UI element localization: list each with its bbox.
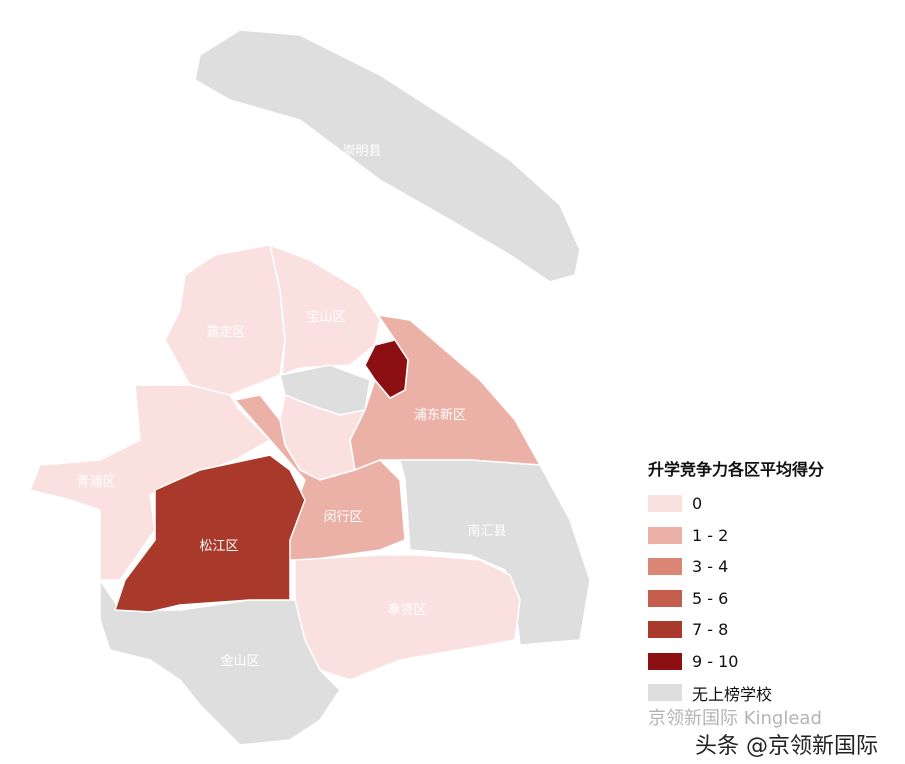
legend-swatch bbox=[648, 526, 682, 544]
legend-item: 9 - 10 bbox=[648, 646, 824, 678]
region-qingpu bbox=[28, 384, 272, 581]
label-minhang: 闵行区 bbox=[323, 510, 362, 525]
label-nanhui: 南汇县 bbox=[467, 523, 506, 539]
legend-label: 5 - 6 bbox=[692, 588, 729, 608]
legend-label: 3 - 4 bbox=[692, 557, 729, 577]
label-chongming: 崇明县 bbox=[342, 144, 381, 159]
legend-label: 1 - 2 bbox=[692, 525, 729, 545]
legend-item: 7 - 8 bbox=[648, 614, 824, 646]
label-baoshan: 宝山区 bbox=[306, 310, 345, 325]
watermark-main: 头条 @京领新国际 bbox=[695, 734, 878, 759]
legend-swatch bbox=[648, 621, 682, 639]
legend-swatch bbox=[648, 589, 682, 607]
legend-item: 1 - 2 bbox=[648, 520, 824, 552]
legend-item: 0 bbox=[648, 488, 824, 520]
legend: 升学竞争力各区平均得分 0 1 - 2 3 - 4 5 - 6 7 - 8 9 … bbox=[648, 456, 824, 709]
region-jiading bbox=[164, 244, 286, 396]
legend-swatch bbox=[648, 652, 682, 670]
label-jinshan: 金山区 bbox=[220, 653, 259, 669]
legend-swatch bbox=[648, 495, 682, 513]
label-songjiang: 松江区 bbox=[199, 539, 238, 554]
legend-label: 无上榜学校 bbox=[692, 684, 773, 704]
region-chongming bbox=[194, 29, 581, 283]
legend-title: 升学竞争力各区平均得分 bbox=[648, 460, 825, 479]
label-pudong: 浦东新区 bbox=[414, 407, 466, 423]
watermark-faint: 京领新国际 Kinglead bbox=[648, 708, 822, 729]
region-jinshan bbox=[99, 577, 341, 746]
region-hongkou bbox=[364, 339, 409, 399]
label-qingpu: 青浦区 bbox=[76, 475, 115, 490]
legend-swatch bbox=[648, 684, 682, 702]
legend-swatch bbox=[648, 558, 682, 576]
legend-item: 无上榜学校 bbox=[648, 677, 824, 709]
label-jiading: 嘉定区 bbox=[206, 325, 245, 340]
region-pudong bbox=[349, 313, 542, 472]
region-nanhui bbox=[399, 459, 591, 646]
region-songjiang bbox=[113, 454, 306, 613]
legend-item: 5 - 6 bbox=[648, 583, 824, 615]
legend-label: 7 - 8 bbox=[692, 620, 729, 640]
legend-label: 0 bbox=[692, 494, 703, 514]
label-fengxian: 奉贤区 bbox=[387, 603, 426, 618]
legend-item: 3 - 4 bbox=[648, 551, 824, 583]
region-baoshan bbox=[268, 243, 381, 377]
legend-label: 9 - 10 bbox=[692, 651, 739, 671]
